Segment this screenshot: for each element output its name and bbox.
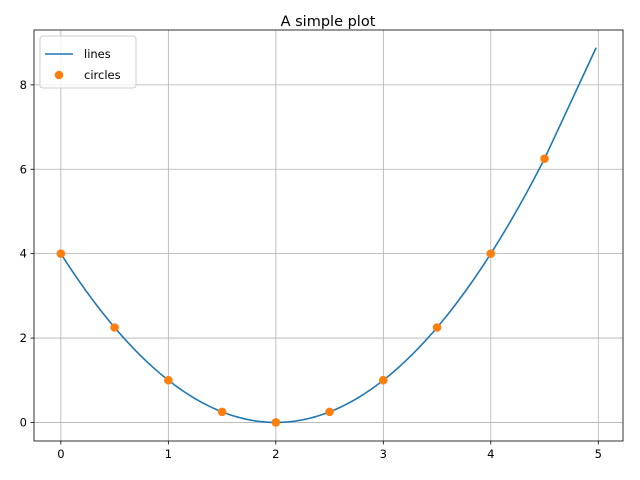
plot-area xyxy=(34,30,623,441)
data-point-circles xyxy=(325,407,334,417)
data-point-circles xyxy=(164,375,173,385)
y-tick-label: 0 xyxy=(20,415,27,429)
data-point-circles xyxy=(379,375,388,385)
x-tick-label: 5 xyxy=(595,447,602,461)
x-tick-label: 2 xyxy=(272,447,279,461)
data-point-circles xyxy=(432,323,442,332)
legend-box xyxy=(39,35,137,89)
grid xyxy=(34,30,623,441)
axes-frame xyxy=(33,29,624,442)
data-point-circles xyxy=(217,407,227,417)
data-point-circles xyxy=(540,154,549,164)
legend-swatch-circles xyxy=(54,70,64,80)
x-tick-label: 0 xyxy=(57,447,64,461)
y-tick-label: 2 xyxy=(20,331,27,345)
legend-label-lines: lines xyxy=(84,47,111,61)
data-point-circles xyxy=(110,323,119,332)
series-layer xyxy=(56,47,597,427)
data-point-circles xyxy=(56,249,66,258)
data-point-circles xyxy=(271,418,281,427)
y-tick-label: 6 xyxy=(20,162,27,176)
chart-title: A simple plot xyxy=(281,14,376,30)
x-tick-label: 1 xyxy=(165,447,172,461)
legend-label-circles: circles xyxy=(84,68,121,82)
y-tick-label: 8 xyxy=(20,78,27,92)
x-tick-label: 4 xyxy=(487,447,494,461)
legend: lines circles xyxy=(39,35,137,89)
x-tick-label: 3 xyxy=(380,447,387,461)
axes: 0 1 2 3 4 5 0 2 4 6 8 xyxy=(20,29,624,461)
data-point-circles xyxy=(486,249,496,258)
y-tick-label: 4 xyxy=(20,247,27,261)
